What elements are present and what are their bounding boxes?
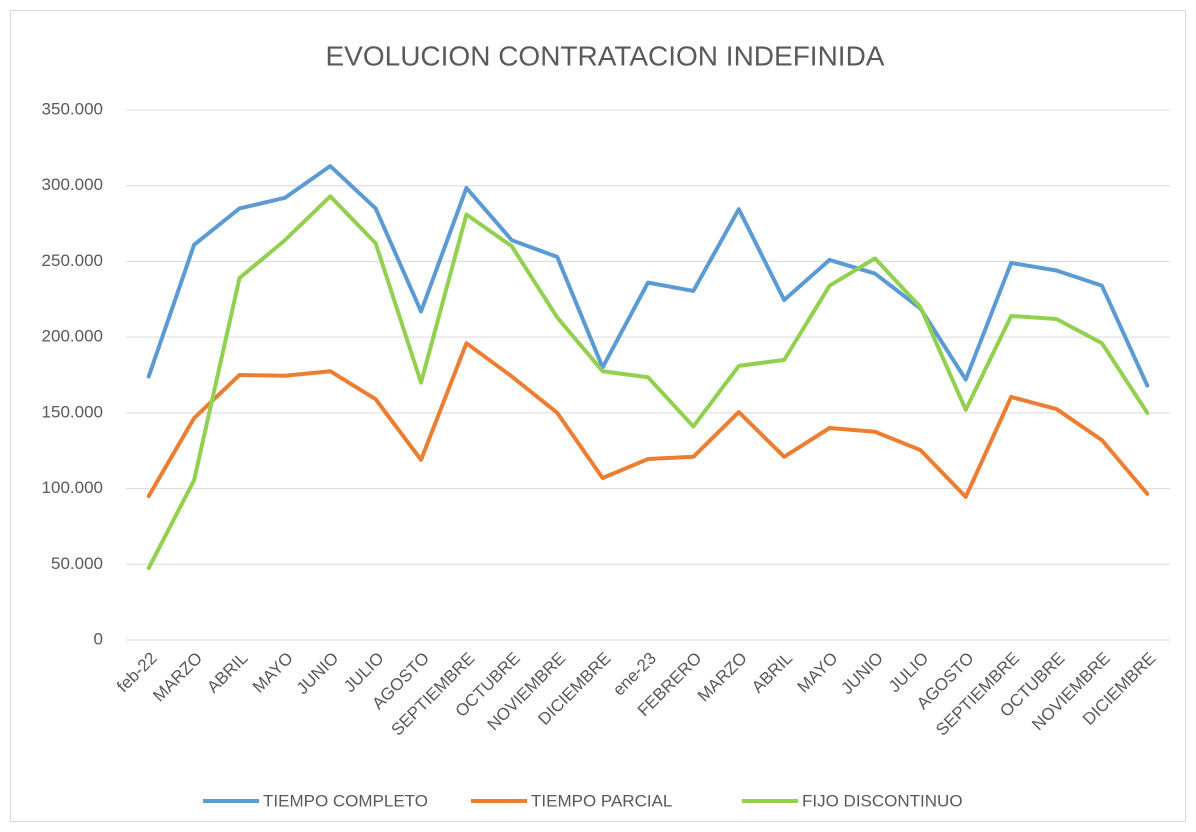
- legend-label: TIEMPO COMPLETO: [263, 791, 428, 810]
- y-tick-label: 350.000: [42, 99, 103, 118]
- legend-label: FIJO DISCONTINUO: [802, 791, 963, 810]
- series-line: [146, 341, 1150, 499]
- legend-label: TIEMPO PARCIAL: [531, 791, 672, 810]
- y-tick-label: 250.000: [42, 251, 103, 270]
- y-tick-label: 0: [94, 629, 103, 648]
- y-tick-label: 100.000: [42, 478, 103, 497]
- chart-title: EVOLUCION CONTRATACION INDEFINIDA: [325, 40, 884, 71]
- chart-border: [10, 10, 1186, 822]
- series-line: [146, 194, 1150, 571]
- y-tick-label: 150.000: [42, 402, 103, 421]
- series-line: [146, 164, 1150, 388]
- y-tick-label: 300.000: [42, 175, 103, 194]
- y-tick-label: 200.000: [42, 327, 103, 346]
- y-tick-label: 50.000: [51, 554, 103, 573]
